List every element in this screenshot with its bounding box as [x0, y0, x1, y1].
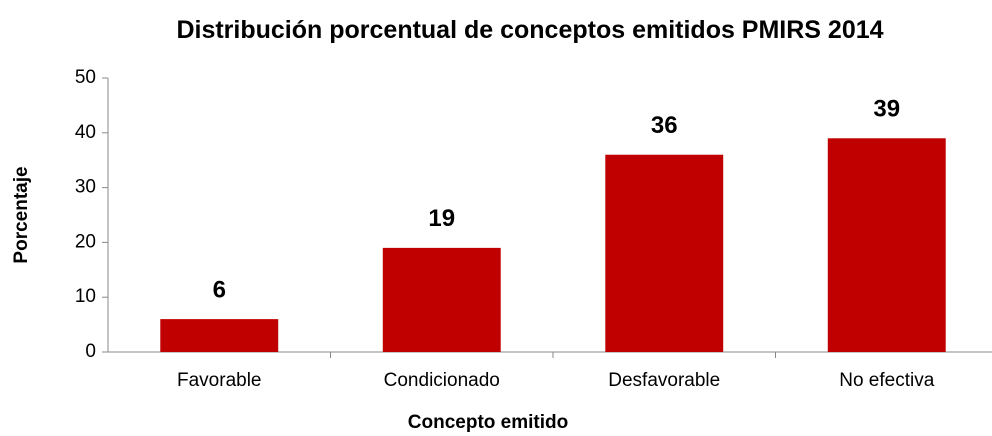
y-tick-label: 0 [85, 341, 96, 362]
y-tick-label: 50 [75, 67, 96, 88]
y-tick-label: 10 [75, 286, 96, 307]
bar [605, 154, 724, 352]
x-tick-label: Favorable [177, 370, 262, 391]
bar [827, 138, 946, 352]
value-label: 19 [428, 205, 455, 232]
bar [160, 319, 279, 352]
bar [382, 247, 501, 352]
y-tick-label: 40 [75, 122, 96, 143]
chart-title: Distribución porcentual de conceptos emi… [176, 16, 884, 44]
y-axis-label: Porcentaje [11, 166, 32, 263]
x-tick-label: Condicionado [384, 370, 500, 391]
x-tick-label: Desfavorable [608, 370, 720, 391]
x-tick-label: No efectiva [839, 370, 934, 391]
value-label: 6 [213, 276, 226, 303]
value-label: 39 [873, 96, 900, 123]
value-label: 36 [651, 112, 678, 139]
y-tick-label: 30 [75, 177, 96, 198]
y-tick-label: 20 [75, 231, 96, 252]
x-axis-label: Concepto emitido [408, 412, 568, 433]
